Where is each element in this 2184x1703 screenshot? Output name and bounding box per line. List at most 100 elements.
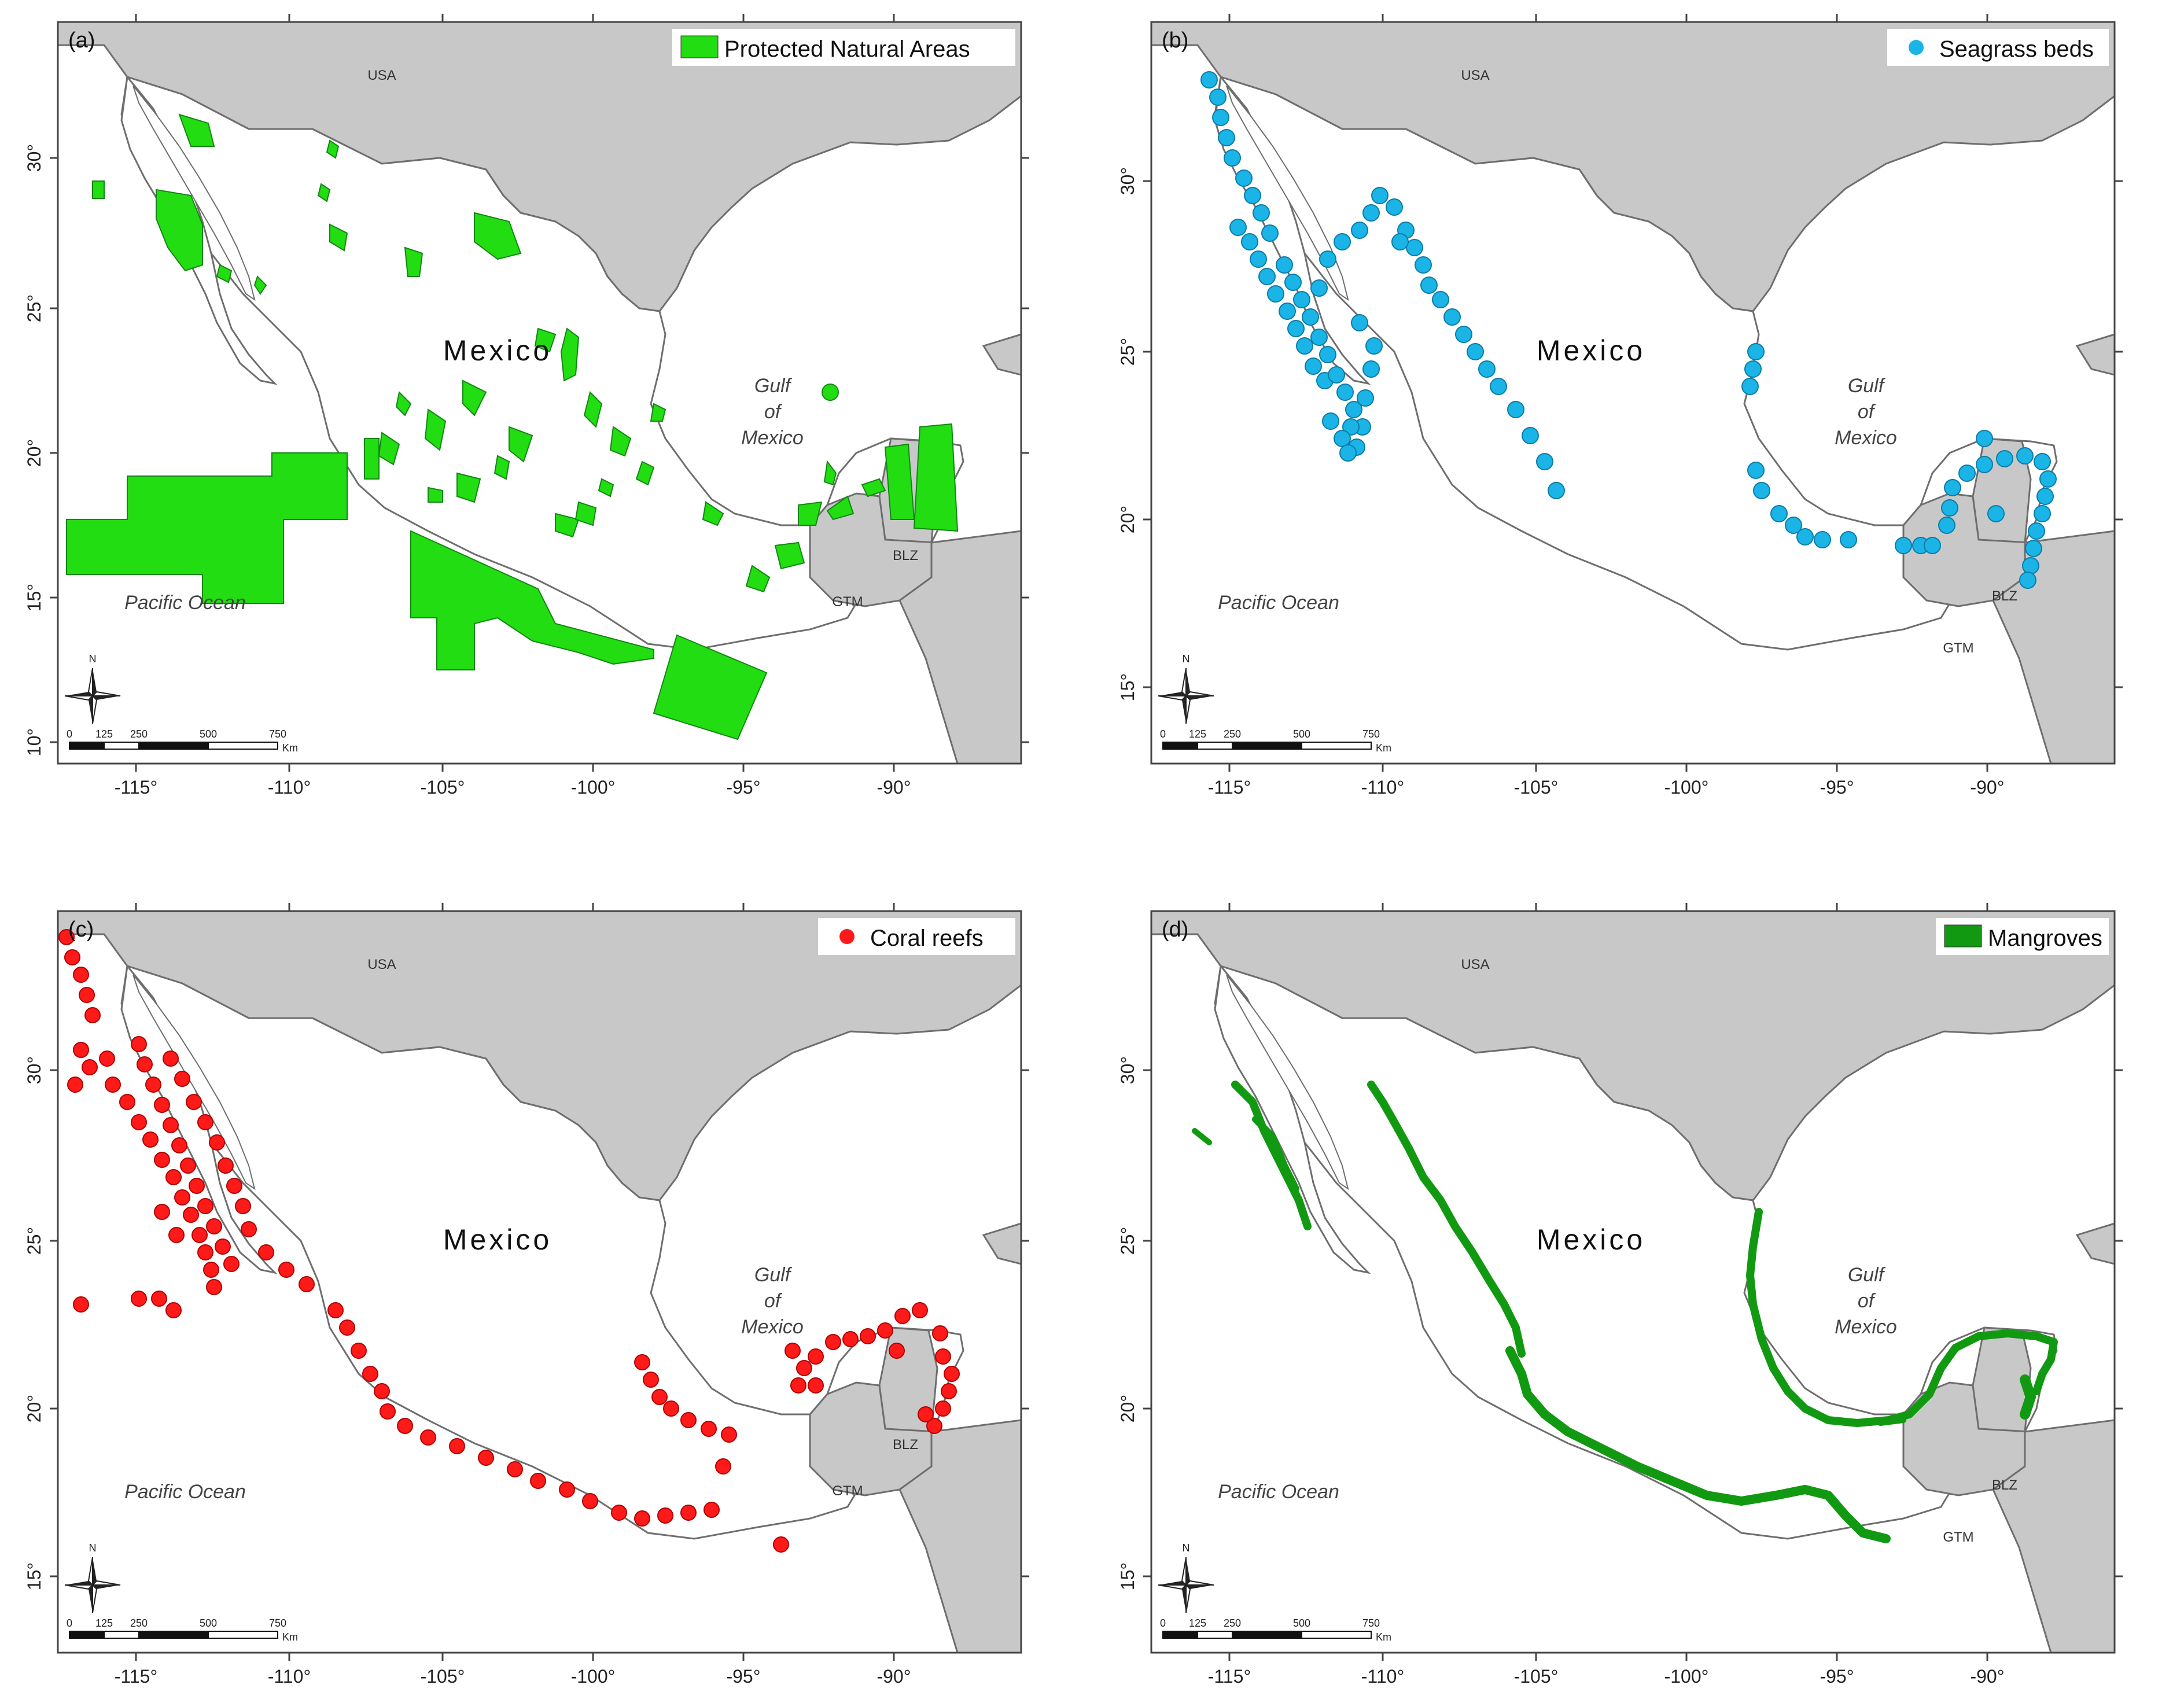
north-label: N [1183, 1542, 1190, 1554]
label-gulf-2: Mexico [1835, 427, 1897, 449]
y-tick-2: 20° [24, 439, 45, 467]
y-tick-1: 20° [1117, 1395, 1138, 1422]
y-tick-1: 15° [24, 584, 45, 611]
legend-label: Protected Natural Areas [724, 36, 970, 62]
x-tick-5: -90° [1970, 777, 2004, 798]
label-gtm: GTM [1943, 1529, 1973, 1545]
scale-tick-2: 250 [1224, 728, 1241, 740]
label-gulf-1: of [1858, 401, 1876, 423]
x-tick-4: -95° [1820, 777, 1854, 798]
label-usa: USA [367, 957, 396, 972]
scale-tick-4: 750 [269, 728, 286, 740]
scale-tick-0: 0 [1160, 1617, 1166, 1629]
scale-tick-3: 500 [200, 1617, 217, 1629]
label-usa: USA [1461, 68, 1489, 83]
label-blz: BLZ [1992, 588, 2017, 604]
north-arrow-icon: N [64, 1542, 121, 1613]
map-panel-a: USA Mexico Gulf of Mexico Pacific Ocean BLZ GTM… [24, 14, 1029, 798]
north-arrow-icon: N [1158, 653, 1214, 724]
label-gulf-2: Mexico [741, 1316, 804, 1338]
label-gulf-0: Gulf [1848, 1264, 1886, 1286]
y-tick-1: 20° [24, 1395, 45, 1422]
scale-tick-3: 500 [1293, 1617, 1310, 1629]
label-blz: BLZ [1992, 1477, 2017, 1493]
label-gtm: GTM [832, 1483, 863, 1499]
x-tick-0: -115° [115, 1666, 157, 1687]
label-gulf-1: of [1858, 1290, 1876, 1312]
north-arrow-icon: N [1158, 1542, 1214, 1613]
y-tick-0: 15° [24, 1562, 45, 1590]
scale-unit: Km [282, 742, 298, 754]
scale-tick-0: 0 [1160, 728, 1166, 740]
y-tick-0: 15° [1117, 1562, 1138, 1590]
map-frame [57, 21, 1022, 765]
panel-tag-b: (b) [1162, 28, 1188, 53]
scale-tick-1: 125 [1189, 1617, 1206, 1629]
scale-tick-3: 500 [200, 728, 217, 740]
label-gulf-0: Gulf [754, 1264, 793, 1286]
scale-tick-3: 500 [1293, 728, 1310, 740]
y-tick-3: 25° [24, 294, 45, 322]
north-label: N [89, 653, 97, 665]
x-tick-1: -110° [268, 1666, 311, 1687]
scale-tick-2: 250 [1224, 1617, 1241, 1629]
legend-label: Seagrass beds [1939, 36, 2094, 62]
x-tick-0: -115° [1208, 777, 1251, 798]
legend-swatch [1944, 924, 1982, 948]
x-tick-1: -110° [1361, 777, 1404, 798]
legend-swatch [839, 929, 855, 944]
x-tick-3: -100° [1664, 777, 1709, 798]
x-tick-1: -110° [268, 777, 311, 798]
legend-swatch [680, 35, 719, 58]
panel-tag-d: (d) [1162, 917, 1188, 942]
scale-bar: 0 125 250 500 750 Km [67, 728, 298, 754]
label-gtm: GTM [1943, 640, 1973, 656]
x-tick-2: -105° [421, 777, 465, 798]
x-tick-2: -105° [1514, 1666, 1559, 1687]
x-tick-0: -115° [115, 777, 157, 798]
label-gulf-2: Mexico [1835, 1316, 1897, 1338]
scale-tick-4: 750 [1362, 728, 1380, 740]
legend-b: Seagrass beds [1887, 29, 2109, 66]
x-tick-2: -105° [1514, 777, 1559, 798]
y-tick-3: 30° [1117, 167, 1138, 195]
scale-tick-1: 125 [95, 1617, 113, 1629]
scale-tick-1: 125 [1189, 728, 1206, 740]
label-gulf-1: of [764, 1290, 783, 1312]
y-tick-0: 15° [1117, 673, 1138, 701]
label-mexico: Mexico [443, 1223, 552, 1256]
label-mexico: Mexico [443, 334, 552, 367]
x-tick-2: -105° [421, 1666, 465, 1687]
x-tick-0: -115° [1208, 1666, 1251, 1687]
legend-c: Coral reefs [818, 918, 1015, 955]
label-mexico: Mexico [1537, 1223, 1645, 1256]
y-tick-2: 25° [1117, 338, 1138, 366]
y-tick-0: 10° [24, 728, 45, 756]
legend-label: Coral reefs [870, 926, 984, 951]
label-pacific-ocean: Pacific Ocean [124, 592, 246, 614]
scale-tick-4: 750 [269, 1617, 286, 1629]
legend-label: Mangroves [1988, 926, 2102, 951]
scale-tick-4: 750 [1362, 1617, 1380, 1629]
y-tick-3: 30° [1117, 1056, 1138, 1084]
x-tick-3: -100° [571, 1666, 616, 1687]
label-gulf-1: of [764, 401, 783, 423]
north-arrow-icon: N [64, 653, 121, 724]
y-tick-2: 25° [24, 1227, 45, 1255]
x-tick-3: -100° [571, 777, 616, 798]
map-panel-b: USA Mexico Gulf of Mexico Pacific Ocean BLZ GTM… [1117, 14, 2123, 798]
scale-unit: Km [1376, 1631, 1391, 1643]
label-pacific-ocean: Pacific Ocean [1218, 592, 1339, 614]
label-blz: BLZ [893, 548, 918, 563]
map-frame [1150, 910, 2116, 1654]
y-tick-2: 25° [1117, 1227, 1138, 1255]
map-panel-d: USA Mexico Gulf of Mexico Pacific Ocean BLZ GTM… [1117, 903, 2123, 1687]
scale-bar: 0 125 250 500 750 Km [1160, 1617, 1391, 1643]
map-frame [57, 910, 1022, 1654]
x-tick-5: -90° [1970, 1666, 2004, 1687]
y-tick-4: 30° [24, 144, 45, 172]
scale-unit: Km [1376, 742, 1391, 754]
x-tick-4: -95° [726, 777, 760, 798]
north-label: N [89, 1542, 97, 1554]
